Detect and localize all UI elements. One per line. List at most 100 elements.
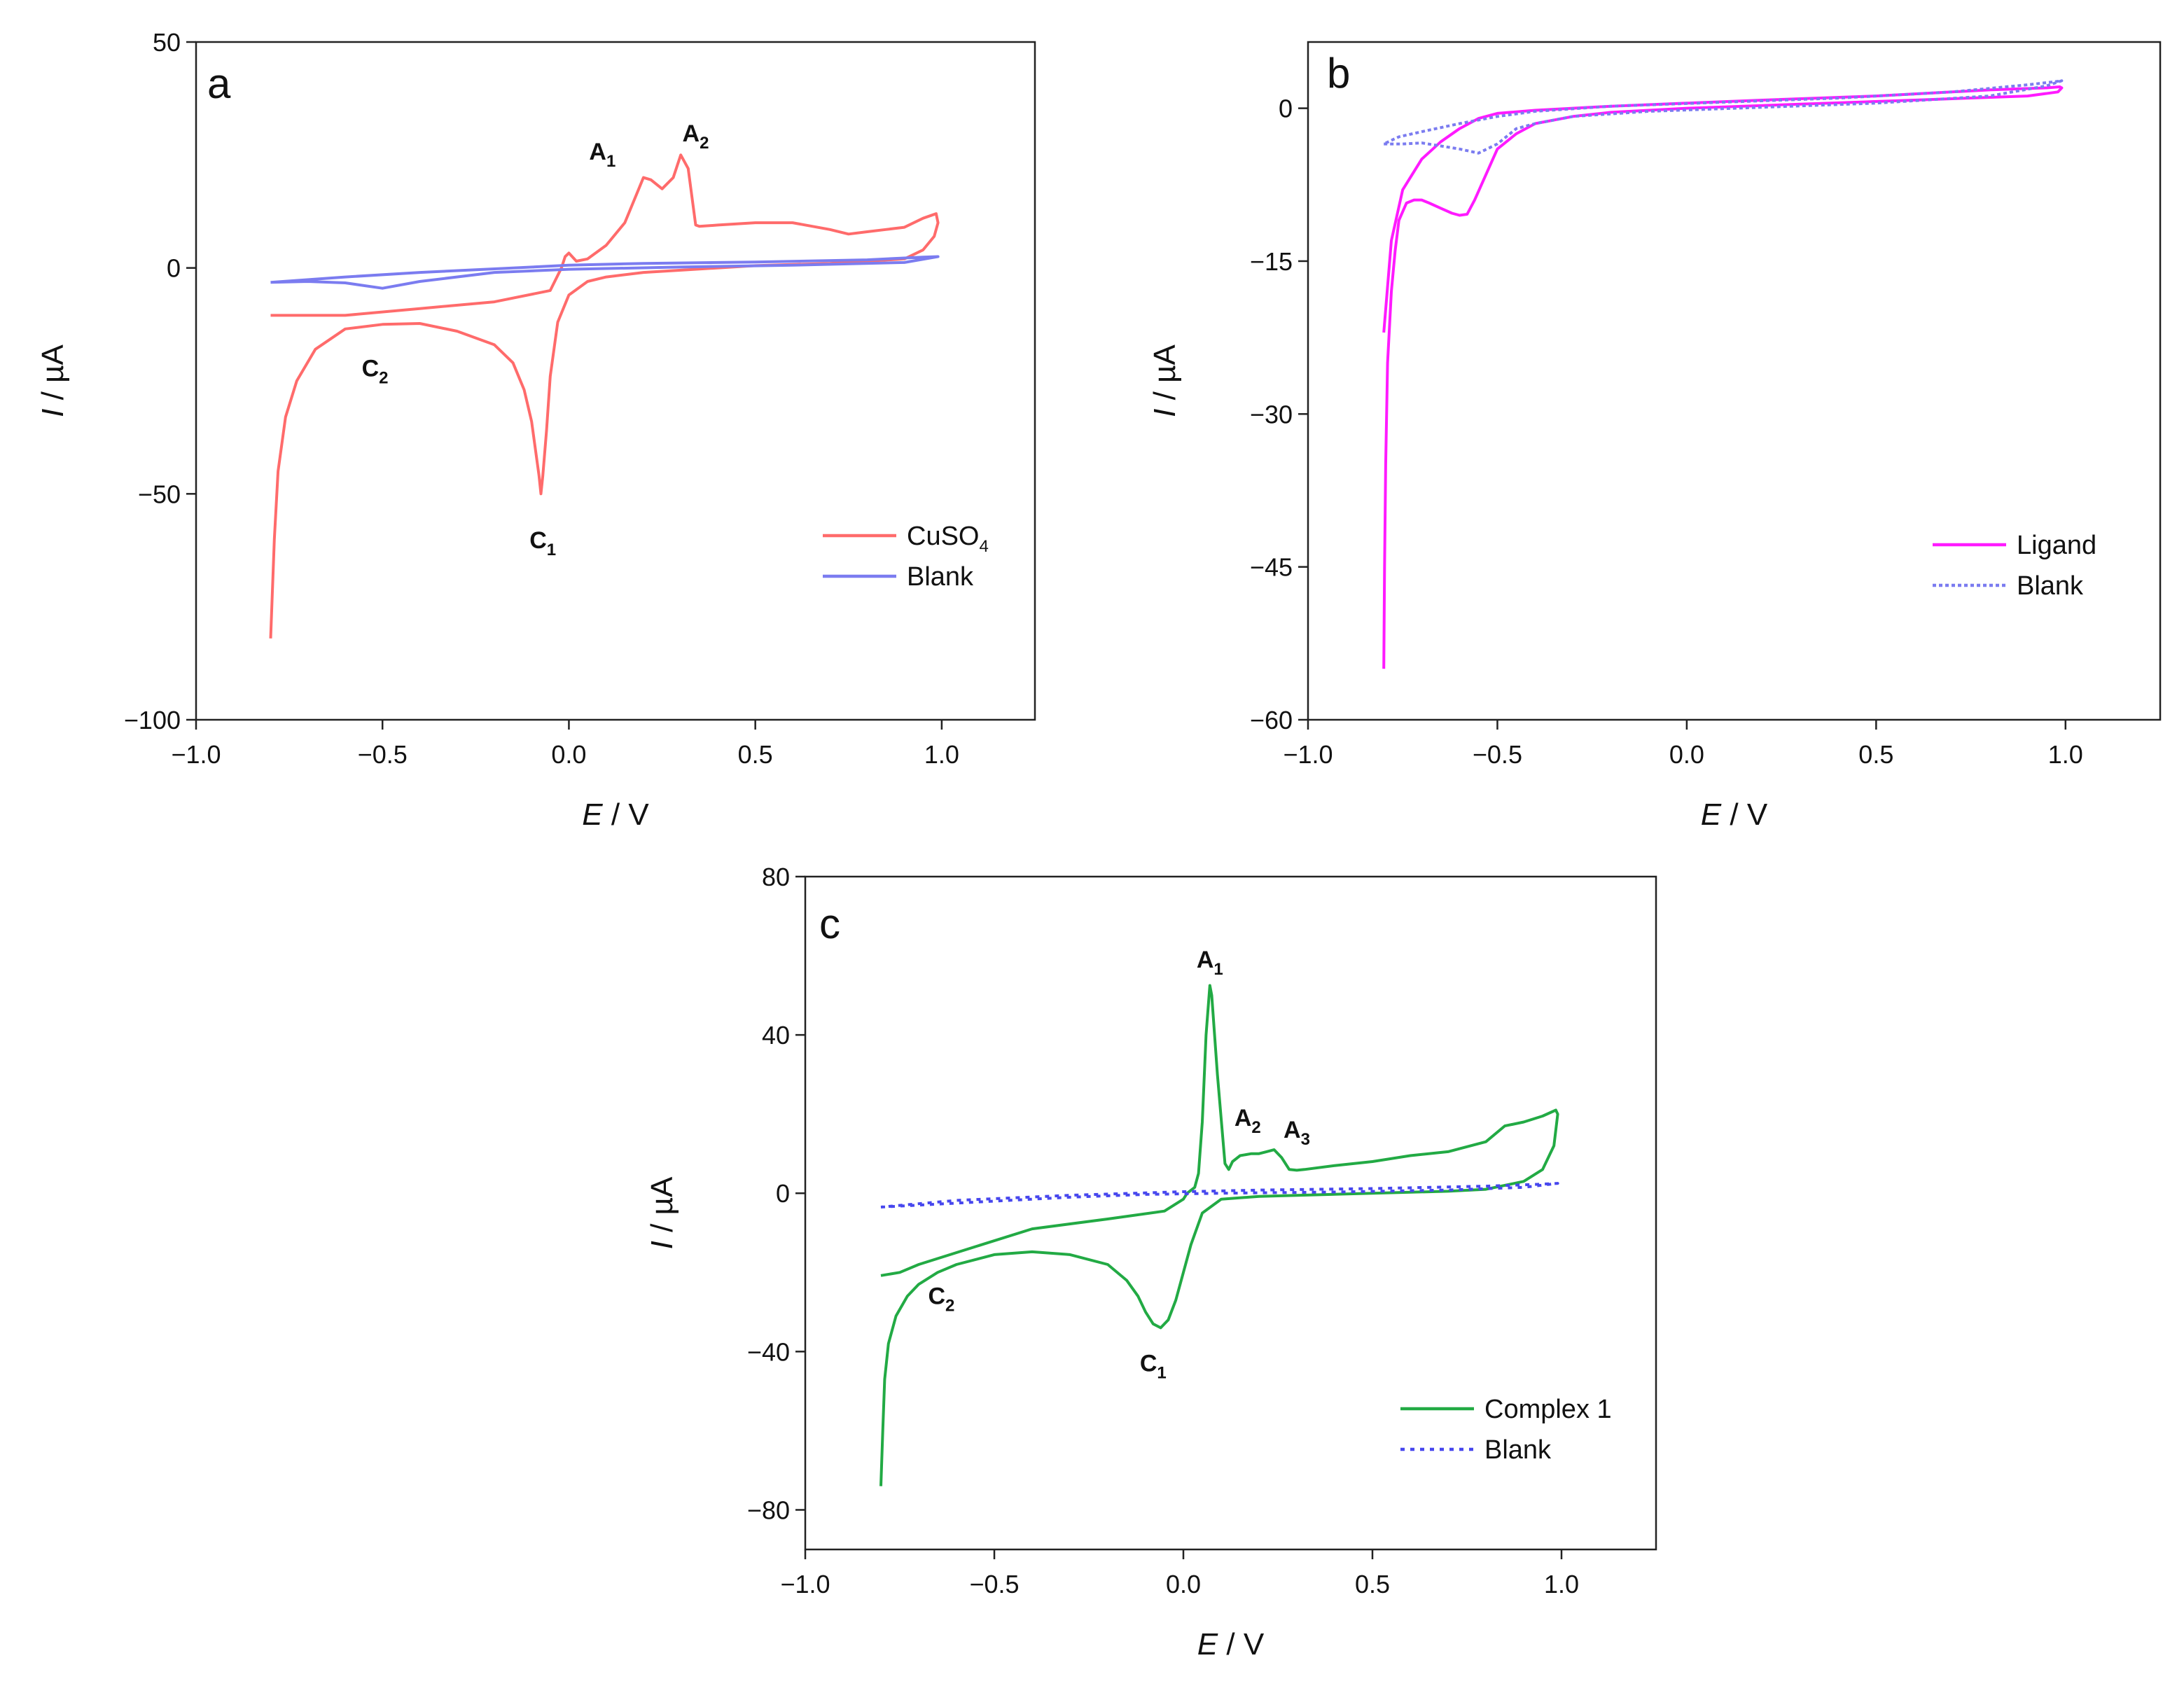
peak-label-a-A2: A2 <box>683 120 709 153</box>
x-tick-label-a-0: −1.0 <box>171 740 221 769</box>
y-tick-label-c-4: 80 <box>762 863 790 891</box>
legend-label-main-a-1: Blank <box>907 562 974 592</box>
peak-label-sub-a-3: 1 <box>547 541 556 559</box>
y-tick-label-b-1: −45 <box>1250 553 1293 582</box>
peak-label-a-C2: C2 <box>362 356 389 388</box>
peak-label-a-A1: A1 <box>589 139 615 171</box>
x-tick-label-c-0: −1.0 <box>780 1570 830 1598</box>
y-axis-label-a: I / µA <box>36 344 70 417</box>
peak-label-main-c-2: A <box>1284 1117 1301 1143</box>
y-tick-label-c-2: 0 <box>776 1179 790 1208</box>
legend-label-a-0: CuSO4 <box>907 522 989 556</box>
x-axis-label-a: E / V <box>582 797 649 832</box>
x-axis-symbol-b: E <box>1701 797 1722 832</box>
x-axis-unit-c: / V <box>1218 1627 1265 1661</box>
peak-label-c-A1: A1 <box>1197 947 1223 979</box>
x-axis-unit-b: / V <box>1721 797 1768 832</box>
panel-b-ligand: −1.0 −0.5 0.0 0.5 1.0 −60 −45 −30 −15 0 E / V I / µ… <box>1148 41 2162 832</box>
peak-label-c-A3: A3 <box>1284 1117 1310 1149</box>
x-axis-symbol-c: E <box>1197 1627 1218 1661</box>
peak-label-sub-c-2: 3 <box>1301 1130 1310 1149</box>
peak-label-main-c-0: A <box>1197 947 1214 973</box>
peak-label-main-a-3: C <box>529 527 547 554</box>
peak-label-sub-a-2: 2 <box>379 369 388 388</box>
y-axis-unit-a: / µA <box>36 344 70 409</box>
peak-label-sub-a-0: 1 <box>606 152 615 171</box>
plot-frame-b <box>1307 41 2162 721</box>
x-tick-label-a-1: −0.5 <box>358 740 408 769</box>
x-tick-label-a-2: 0.0 <box>551 740 586 769</box>
x-tick-label-b-2: 0.0 <box>1669 740 1704 769</box>
y-tick-label-a-3: 50 <box>153 28 181 57</box>
x-axis-symbol-a: E <box>582 797 603 832</box>
peak-label-main-c-1: A <box>1234 1105 1252 1131</box>
plot-frame-a <box>195 41 1036 721</box>
y-tick-label-a-1: −50 <box>138 480 181 508</box>
y-tick-label-c-0: −80 <box>747 1496 790 1524</box>
peak-label-sub-c-1: 2 <box>1251 1118 1260 1137</box>
x-tick-label-c-3: 0.5 <box>1355 1570 1390 1598</box>
panel-a-cuso4: −1.0 −0.5 0.0 0.5 1.0 −100 −50 0 50 E / V I / µA a C… <box>36 28 1036 832</box>
peak-label-sub-a-1: 2 <box>700 134 709 153</box>
x-axis-label-c: E / V <box>1197 1627 1265 1661</box>
y-axis-symbol-a: I <box>36 409 70 417</box>
series-line-a-cuso4 <box>269 153 940 639</box>
x-tick-label-c-4: 1.0 <box>1544 1570 1579 1598</box>
y-axis-symbol-c: I <box>645 1241 679 1249</box>
y-tick-label-a-0: −100 <box>124 706 181 734</box>
y-axis-label-c: I / µA <box>645 1176 679 1249</box>
plot-frame-c <box>804 875 1657 1551</box>
x-axis-label-b: E / V <box>1701 797 1768 832</box>
series-line-c-complex-1 <box>879 984 1559 1486</box>
y-tick-label-b-2: −30 <box>1250 400 1293 429</box>
x-tick-label-b-1: −0.5 <box>1473 740 1522 769</box>
peak-label-c-C1: C1 <box>1140 1351 1167 1383</box>
peak-label-sub-c-0: 1 <box>1213 960 1223 979</box>
series-line-c-blank <box>880 1182 1559 1208</box>
x-tick-label-b-3: 0.5 <box>1858 740 1893 769</box>
x-tick-label-c-2: 0.0 <box>1166 1570 1201 1598</box>
legend-label-b-0: Ligand <box>2017 531 2096 560</box>
legend-label-sub-a-0: 4 <box>979 537 988 556</box>
peak-label-main-c-4: C <box>1140 1351 1157 1377</box>
y-tick-label-c-3: 40 <box>762 1021 790 1050</box>
y-tick-label-b-3: −15 <box>1250 247 1293 276</box>
peak-label-main-a-1: A <box>683 120 700 147</box>
legend-label-b-1: Blank <box>2017 571 2084 601</box>
peak-label-c-A2: A2 <box>1234 1105 1261 1137</box>
x-tick-label-c-1: −0.5 <box>969 1570 1019 1598</box>
y-tick-label-a-2: 0 <box>167 254 181 283</box>
x-tick-label-a-4: 1.0 <box>924 740 959 769</box>
panel-letter-a: a <box>207 60 231 107</box>
peak-label-sub-c-4: 1 <box>1157 1364 1166 1383</box>
x-tick-label-a-3: 0.5 <box>738 740 773 769</box>
legend-label-main-a-0: CuSO <box>907 522 979 551</box>
peak-label-main-a-0: A <box>589 139 606 165</box>
y-tick-label-b-0: −60 <box>1250 706 1293 734</box>
peak-label-c-C2: C2 <box>928 1283 954 1316</box>
panel-letter-b: b <box>1327 50 1350 97</box>
x-axis-unit-a: / V <box>603 797 650 832</box>
panel-c-complex-1: −1.0 −0.5 0.0 0.5 1.0 −80 −40 0 40 80 E / V I / µA c… <box>645 863 1657 1661</box>
legend-label-main-c-0: Complex 1 <box>1484 1395 1612 1424</box>
peak-label-a-C1: C1 <box>529 527 556 559</box>
legend-label-main-b-1: Blank <box>2017 571 2084 601</box>
legend-label-c-0: Complex 1 <box>1484 1395 1612 1424</box>
peak-label-main-c-3: C <box>928 1283 945 1310</box>
x-tick-label-b-0: −1.0 <box>1283 740 1333 769</box>
peak-label-sub-c-3: 2 <box>945 1297 954 1316</box>
series-line-b-blank <box>1383 79 2064 155</box>
series-line-b-ligand <box>1382 85 2064 669</box>
legend-label-main-c-1: Blank <box>1484 1435 1552 1465</box>
series-line-a-blank <box>270 255 940 290</box>
x-tick-label-b-4: 1.0 <box>2048 740 2083 769</box>
y-tick-label-b-4: 0 <box>1279 95 1293 123</box>
legend-label-a-1: Blank <box>907 562 974 592</box>
y-axis-label-b: I / µA <box>1148 344 1182 417</box>
y-axis-symbol-b: I <box>1148 409 1182 417</box>
peak-label-main-a-2: C <box>362 356 380 382</box>
y-axis-unit-b: / µA <box>1148 344 1182 409</box>
y-axis-unit-c: / µA <box>645 1176 679 1241</box>
panel-letter-c: c <box>819 900 840 947</box>
